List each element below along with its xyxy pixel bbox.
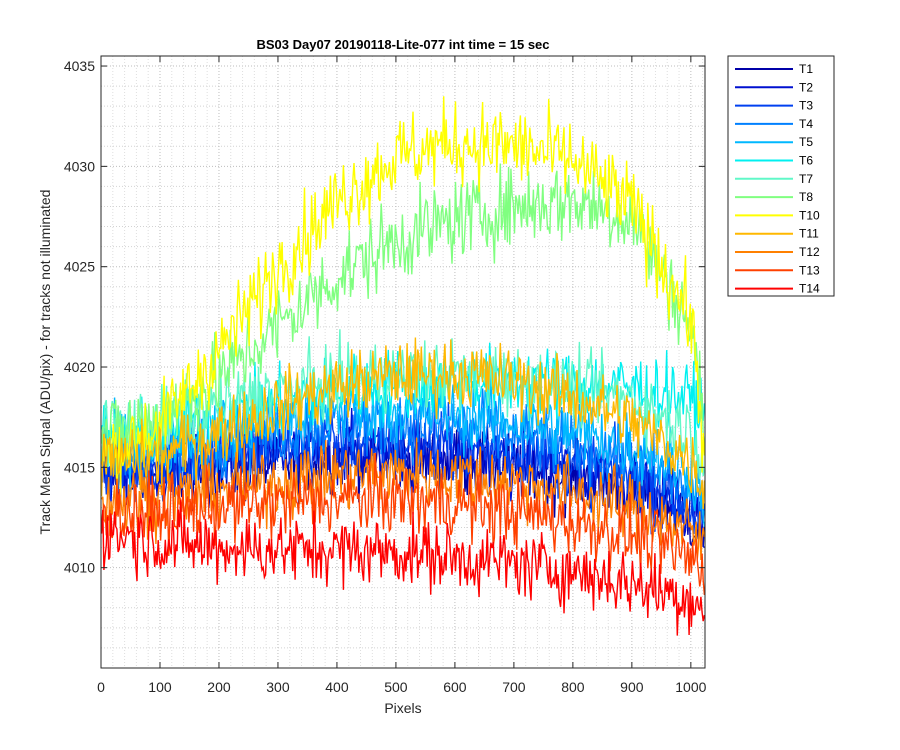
legend-label-t4: T4 [799, 117, 813, 131]
legend-label-t12: T12 [799, 245, 820, 259]
series-line-t14 [101, 500, 705, 636]
legend-label-t5: T5 [799, 135, 813, 149]
x-tick-label: 300 [266, 679, 290, 695]
axes: 0 100 200 300 400 500 600 700 800 900 1000 4010 4015… [37, 37, 707, 716]
legend-label-t13: T13 [799, 263, 820, 277]
legend-label-t3: T3 [799, 99, 813, 113]
x-axis-label: Pixels [384, 700, 421, 716]
y-tick-label: 4020 [64, 359, 95, 375]
x-tick-label: 900 [620, 679, 644, 695]
legend-label-t1: T1 [799, 62, 813, 76]
ticks: 0 100 200 300 400 500 600 700 800 900 1000 4010 4015… [64, 56, 707, 695]
x-tick-label: 400 [325, 679, 349, 695]
legend-label-t11: T11 [799, 227, 819, 241]
legend-label-t8: T8 [799, 190, 813, 204]
series-line-t11 [101, 337, 705, 510]
series-layer [101, 96, 705, 636]
x-tick-label: 600 [443, 679, 467, 695]
x-tick-label: 1000 [675, 679, 706, 695]
x-tick-label: 100 [148, 679, 172, 695]
legend-label-t6: T6 [799, 154, 813, 168]
legend-label-t2: T2 [799, 80, 813, 94]
chart-title: BS03 Day07 20190118-Lite-077 int time = … [256, 37, 549, 52]
legend-label-t10: T10 [799, 208, 820, 222]
axes-box [100, 55, 706, 669]
legend: T1 T2 T3 T4 T5 T6 T7 T8 T10 T11 T12 T13 T14 [727, 55, 835, 297]
x-tick-label: 0 [97, 679, 105, 695]
grid [100, 56, 705, 669]
y-tick-label: 4010 [64, 560, 95, 576]
y-tick-label: 4015 [64, 459, 95, 475]
x-tick-label: 200 [207, 679, 231, 695]
y-tick-label: 4035 [64, 58, 95, 74]
legend-label-t14: T14 [799, 282, 820, 296]
series-line-t10 [101, 96, 705, 506]
legend-label-t7: T7 [799, 172, 813, 186]
y-tick-label: 4025 [64, 259, 95, 275]
series-line-t12 [101, 437, 705, 561]
x-tick-label: 800 [561, 679, 585, 695]
series-line-t13 [101, 452, 705, 596]
y-tick-label: 4030 [64, 158, 95, 174]
y-axis-label: Track Mean Signal (ADU/pix) - for tracks… [37, 190, 53, 535]
x-tick-label: 700 [502, 679, 526, 695]
legend-box [727, 55, 835, 297]
x-tick-label: 500 [384, 679, 408, 695]
